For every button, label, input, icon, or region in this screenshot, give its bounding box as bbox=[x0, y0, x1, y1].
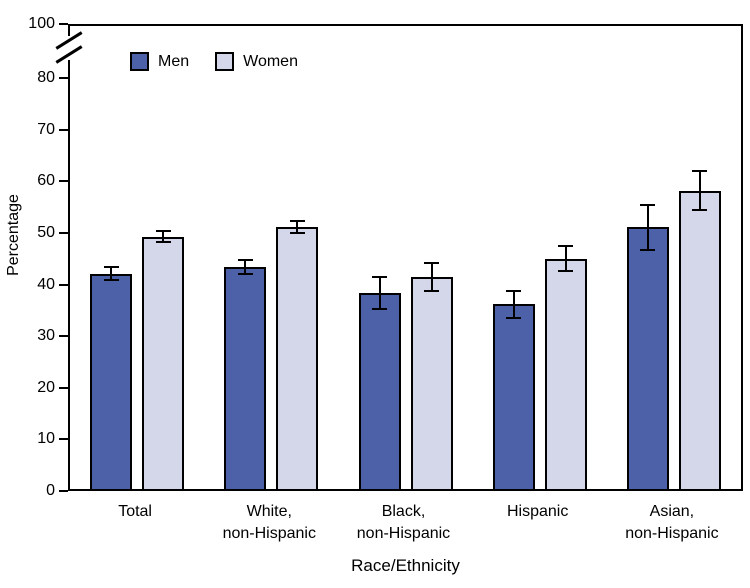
y-tick-label: 30 bbox=[37, 327, 55, 345]
bar-men-asian bbox=[626, 227, 669, 489]
legend-label-men: Men bbox=[158, 52, 190, 70]
error-bar-women-hispanic bbox=[558, 245, 574, 273]
error-bar-stem bbox=[110, 267, 113, 280]
error-bar-men-black bbox=[372, 276, 387, 311]
bar-men-black bbox=[358, 293, 401, 489]
error-bar-stem bbox=[564, 247, 567, 271]
y-tick-mark bbox=[59, 77, 68, 79]
y-tick-mark bbox=[59, 386, 68, 389]
error-bar-women-total bbox=[155, 229, 171, 244]
error-bar-women-white bbox=[289, 219, 305, 234]
legend-label-women: Women bbox=[243, 52, 298, 70]
error-bar-men-hispanic bbox=[506, 289, 522, 319]
y-tick-label: 100 bbox=[28, 15, 55, 32]
bar-women-asian bbox=[678, 190, 721, 489]
error-bar-stem bbox=[162, 231, 165, 242]
y-tick-label: 60 bbox=[37, 172, 55, 190]
y-tick-mark bbox=[59, 128, 68, 131]
y-tick-mark bbox=[59, 231, 68, 234]
x-tick-label: White, non-Hispanic bbox=[222, 503, 316, 542]
error-bar-men-asian bbox=[640, 204, 656, 251]
error-bar-stem bbox=[430, 263, 433, 290]
x-tick-label: Total bbox=[118, 503, 152, 520]
x-axis-title: Race/Ethnicity bbox=[351, 556, 460, 575]
x-tick-label: Black, non-Hispanic bbox=[356, 503, 451, 542]
bar-women-total bbox=[142, 236, 185, 489]
y-tick-mark bbox=[59, 23, 68, 25]
plot-area bbox=[68, 24, 743, 491]
error-bar-stem bbox=[512, 291, 515, 317]
y-tick-label: 50 bbox=[37, 223, 55, 241]
bar-women-white bbox=[276, 226, 319, 489]
error-bar-stem bbox=[646, 206, 649, 249]
error-bar-stem bbox=[378, 278, 381, 309]
y-tick-label: 80 bbox=[37, 69, 55, 86]
error-bar-men-total bbox=[103, 265, 119, 282]
axis-break-gap bbox=[67, 36, 72, 60]
y-tick-label: 0 bbox=[46, 482, 55, 499]
bar-men-total bbox=[90, 273, 133, 489]
error-bar-men-white bbox=[237, 258, 253, 276]
bar-men-hispanic bbox=[492, 304, 535, 489]
x-tick-label: Hispanic bbox=[507, 503, 569, 520]
y-tick-mark bbox=[59, 335, 68, 338]
legend-item-women: Women bbox=[215, 52, 298, 71]
bar-men-white bbox=[224, 267, 267, 489]
x-tick-label: Asian, non-Hispanic bbox=[625, 503, 719, 542]
error-bar-stem bbox=[698, 171, 701, 210]
y-tick-label: 70 bbox=[37, 120, 55, 138]
error-bar-women-asian bbox=[692, 169, 708, 212]
y-tick-mark bbox=[59, 438, 68, 441]
error-bar-stem bbox=[296, 221, 299, 232]
y-tick-mark bbox=[59, 283, 68, 286]
legend-item-men: Men bbox=[130, 52, 189, 71]
women-color-swatch-icon bbox=[215, 52, 235, 71]
bar-women-black bbox=[410, 276, 453, 489]
y-tick-label: 40 bbox=[37, 275, 55, 293]
error-bar-stem bbox=[244, 260, 247, 274]
y-tick-label: 20 bbox=[37, 378, 55, 396]
legend: Men Women bbox=[130, 52, 298, 71]
bar-women-hispanic bbox=[544, 258, 587, 489]
y-tick-mark bbox=[59, 180, 68, 183]
y-tick-mark bbox=[59, 490, 68, 492]
men-color-swatch-icon bbox=[130, 52, 149, 71]
error-bar-women-black bbox=[424, 261, 439, 292]
y-tick-label: 10 bbox=[37, 430, 55, 448]
